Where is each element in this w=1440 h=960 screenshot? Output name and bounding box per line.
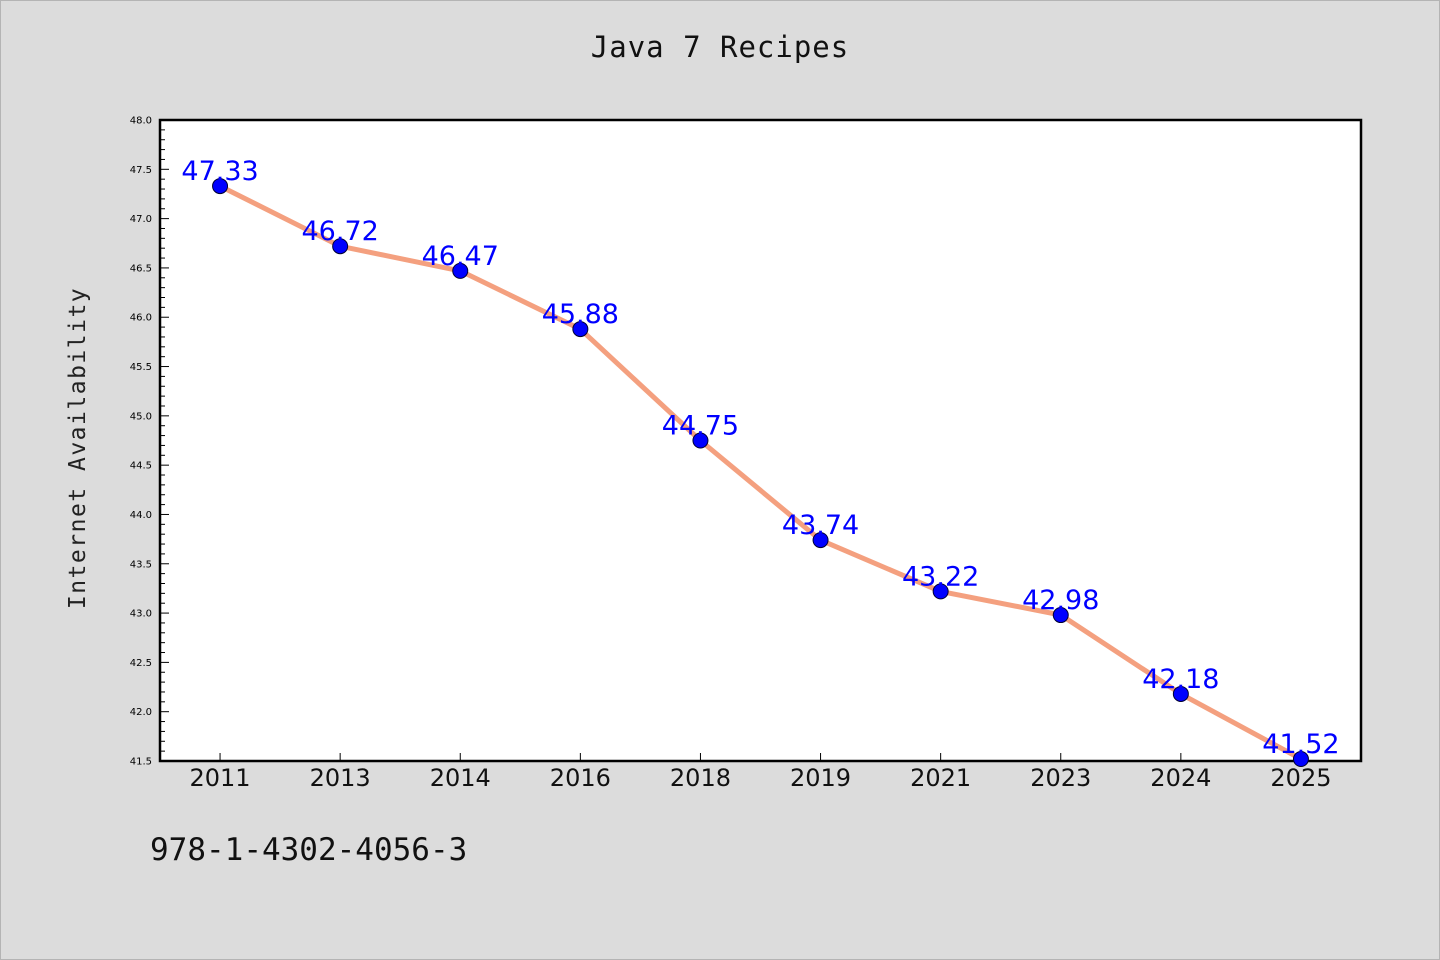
x-tick-label: 2021 — [910, 764, 971, 792]
x-tick-label: 2024 — [1150, 764, 1211, 792]
data-label: 45.88 — [542, 299, 619, 330]
data-point — [692, 432, 709, 449]
data-point — [932, 583, 949, 600]
data-point — [212, 178, 229, 195]
y-tick-label: 44.5 — [130, 461, 152, 472]
y-tick-label: 47.0 — [130, 214, 152, 225]
data-label: 44.75 — [662, 411, 739, 442]
chart-title: Java 7 Recipes — [590, 30, 850, 64]
data-label: 47.33 — [181, 156, 258, 187]
y-tick-label: 42.0 — [130, 707, 152, 718]
plot-area — [158, 118, 1363, 763]
y-axis-ticks: 41.5 42.0 42.5 43.0 43.5 44.0 44.5 45.0 45.5 46.0… — [130, 116, 169, 768]
isbn-label: 978-1-4302-4056-3 — [150, 832, 468, 868]
x-tick-label: 2016 — [550, 764, 611, 792]
x-tick-label: 2013 — [310, 764, 371, 792]
y-tick-label: 46.0 — [130, 313, 152, 324]
x-tick-label: 2023 — [1030, 764, 1091, 792]
y-tick-label: 45.0 — [130, 411, 152, 422]
x-tick-label: 2014 — [430, 764, 491, 792]
data-point — [1172, 685, 1189, 702]
data-point — [1052, 607, 1069, 624]
y-tick-label: 45.5 — [130, 362, 152, 373]
data-point — [1292, 751, 1309, 768]
data-label: 46.72 — [302, 216, 379, 247]
data-label: 46.47 — [422, 241, 499, 272]
data-point — [572, 321, 589, 338]
data-label: 42.98 — [1022, 585, 1099, 616]
y-tick-label: 43.5 — [130, 559, 152, 570]
x-tick-label: 2011 — [190, 764, 251, 792]
x-axis-ticks: 2011 2013 2014 2016 2018 2019 2021 2023 2024 2025 — [190, 753, 1331, 792]
data-label: 42.18 — [1142, 664, 1219, 695]
y-tick-label: 42.5 — [130, 658, 152, 669]
y-tick-label: 44.0 — [130, 510, 152, 521]
data-label: 43.74 — [782, 510, 859, 541]
y-axis-label: Internet Availability — [65, 287, 91, 609]
data-point — [332, 238, 349, 255]
series-layer: 47.33 46.72 46.47 45.88 44.75 43.74 43.22 42.98… — [181, 156, 1340, 768]
data-point — [812, 532, 829, 549]
x-tick-label: 2019 — [790, 764, 851, 792]
y-tick-label: 46.5 — [130, 263, 152, 274]
y-tick-label: 41.5 — [130, 757, 152, 768]
data-label: 41.52 — [1262, 729, 1339, 760]
data-point — [452, 262, 469, 279]
x-tick-label: 2025 — [1270, 764, 1331, 792]
y-tick-label: 43.0 — [130, 609, 152, 620]
y-tick-label: 48.0 — [130, 116, 152, 127]
y-tick-label: 47.5 — [130, 165, 152, 176]
series-line — [217, 183, 1304, 762]
data-label: 43.22 — [902, 561, 979, 592]
x-tick-label: 2018 — [670, 764, 731, 792]
